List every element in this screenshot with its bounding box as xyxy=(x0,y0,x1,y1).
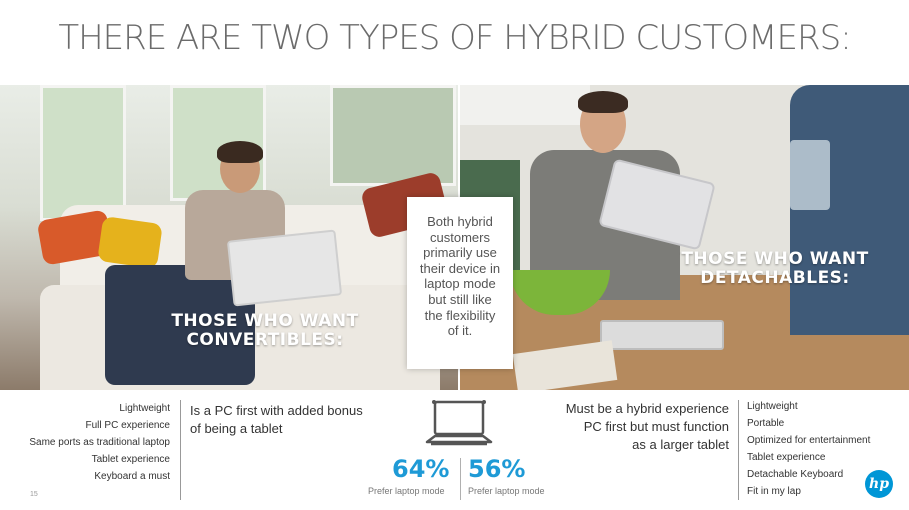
detachables-stat-caption: Prefer laptop mode xyxy=(468,486,545,496)
convertibles-stat-caption: Prefer laptop mode xyxy=(368,486,445,496)
feature-item: Keyboard a must xyxy=(94,471,170,482)
feature-item: Detachable Keyboard xyxy=(747,469,844,480)
laptop-icon xyxy=(425,400,493,446)
callout-line: Both hybrid xyxy=(427,214,493,229)
callout-line: laptop mode xyxy=(424,276,496,292)
convertibles-description: Is a PC first with added bonus of being … xyxy=(190,403,363,436)
pillow xyxy=(97,216,163,269)
feature-item: Same ports as traditional laptop xyxy=(29,437,170,448)
detachables-description: Must be a hybrid experience PC first but… xyxy=(565,401,729,452)
window xyxy=(40,85,126,221)
second-person xyxy=(790,85,909,335)
detachables-stat-value: 56% xyxy=(468,455,526,483)
convertibles-photo xyxy=(0,85,458,390)
detachable-keyboard xyxy=(600,320,724,350)
detachables-photo xyxy=(460,85,909,390)
convertibles-label: THOSE WHO WANT CONVERTIBLES: xyxy=(171,311,359,350)
convertible-laptop xyxy=(226,229,343,307)
callout-line: customers xyxy=(430,229,490,245)
man-with-tablet xyxy=(510,91,716,300)
convertibles-stat-value: 64% xyxy=(392,455,450,483)
feature-item: Tablet experience xyxy=(91,454,170,465)
callout-line: the flexibility xyxy=(424,307,496,323)
feature-item: Lightweight xyxy=(119,403,170,414)
hp-logo: hp xyxy=(865,470,893,498)
callout-line: their device in xyxy=(419,260,501,276)
detachables-feature-list: Lightweight Portable Optimized for enter… xyxy=(747,398,870,500)
convertibles-feature-list: Lightweight Full PC experience Same port… xyxy=(29,400,170,485)
feature-item: Lightweight xyxy=(747,401,798,412)
callout-line: but still like xyxy=(428,291,492,307)
feature-item: Tablet experience xyxy=(747,452,826,463)
detachables-label: THOSE WHO WANT DETACHABLES: xyxy=(681,249,869,288)
divider xyxy=(180,400,181,500)
feature-item: Full PC experience xyxy=(85,420,170,431)
window xyxy=(330,85,456,186)
shared-insight-callout: Both hybrid customers primarily use thei… xyxy=(407,197,513,369)
feature-item: Optimized for entertainment xyxy=(747,435,871,446)
callout-line: primarily use xyxy=(423,245,497,261)
callout-line: of it. xyxy=(447,323,473,339)
water-glass xyxy=(790,140,830,210)
stat-divider xyxy=(460,458,461,500)
divider xyxy=(738,400,739,500)
man-on-sofa xyxy=(105,141,285,390)
feature-item: Fit in my lap xyxy=(747,486,801,497)
page-number: 15 xyxy=(30,491,38,498)
feature-item: Portable xyxy=(747,418,785,429)
slide-title: THERE ARE TWO TYPES OF HYBRID CUSTOMERS: xyxy=(58,18,851,58)
